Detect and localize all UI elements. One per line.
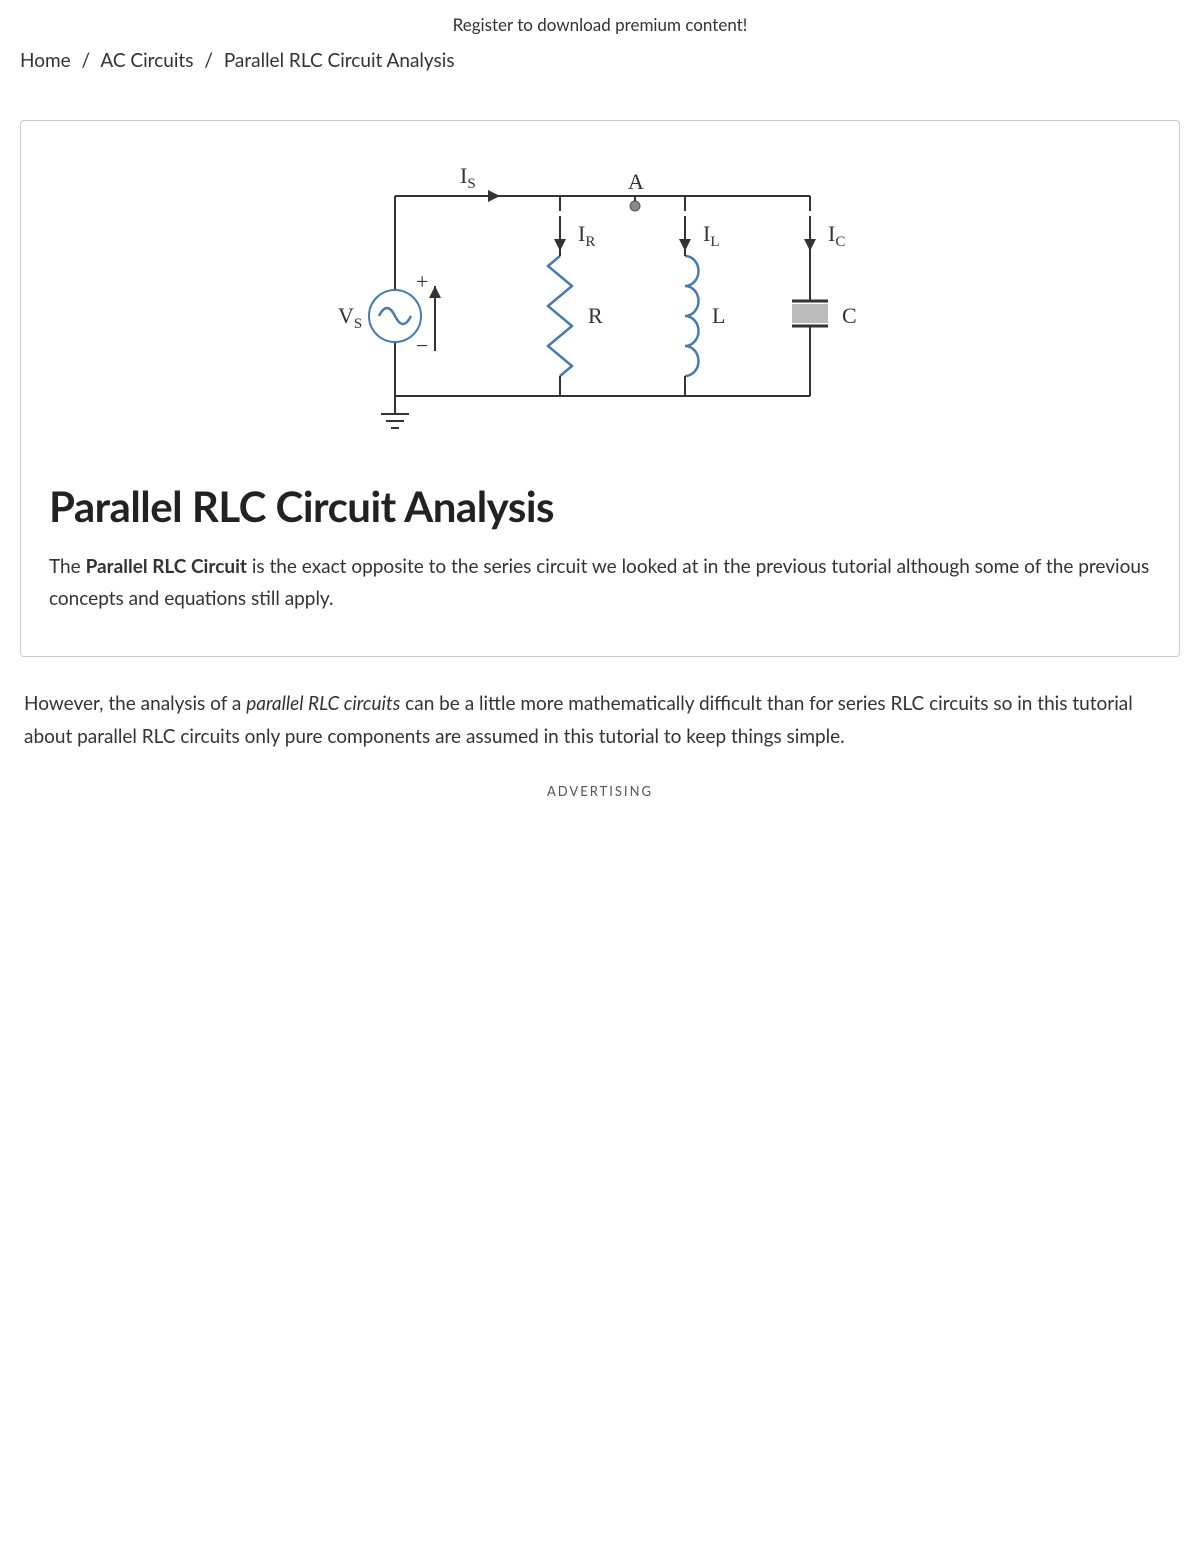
- page-title: Parallel RLC Circuit Analysis: [49, 481, 1151, 531]
- svg-text:R: R: [588, 303, 603, 328]
- advertising-label: ADVERTISING: [0, 783, 1200, 799]
- breadcrumb-home[interactable]: Home: [20, 49, 71, 72]
- breadcrumb-category[interactable]: AC Circuits: [100, 49, 193, 72]
- body-text: However, the analysis of a: [24, 692, 246, 715]
- svg-text:−: −: [416, 333, 428, 358]
- svg-text:IL: IL: [703, 221, 720, 250]
- breadcrumb-sep: /: [82, 49, 91, 72]
- register-banner[interactable]: Register to download premium content!: [0, 0, 1200, 49]
- intro-paragraph: The Parallel RLC Circuit is the exact op…: [49, 551, 1151, 616]
- svg-text:C: C: [842, 303, 857, 328]
- breadcrumb-current: Parallel RLC Circuit Analysis: [224, 49, 455, 72]
- svg-text:A: A: [628, 169, 644, 194]
- body-paragraph: However, the analysis of a parallel RLC …: [24, 687, 1176, 754]
- circuit-diagram: VS IS A IR IL IC R L C + −: [49, 151, 1151, 461]
- intro-bold: Parallel RLC Circuit: [86, 555, 247, 578]
- breadcrumb: Home / AC Circuits / Parallel RLC Circui…: [0, 49, 1200, 80]
- svg-text:IC: IC: [828, 221, 845, 250]
- svg-text:+: +: [416, 269, 428, 294]
- svg-text:IS: IS: [460, 163, 476, 192]
- intro-text: The: [49, 555, 86, 578]
- breadcrumb-sep: /: [204, 49, 213, 72]
- svg-text:IR: IR: [578, 221, 595, 250]
- svg-text:L: L: [712, 303, 725, 328]
- body-italic: parallel RLC circuits: [246, 692, 400, 715]
- svg-text:VS: VS: [338, 303, 362, 332]
- article-card: VS IS A IR IL IC R L C + − Parallel RLC Circuit An…: [20, 120, 1180, 657]
